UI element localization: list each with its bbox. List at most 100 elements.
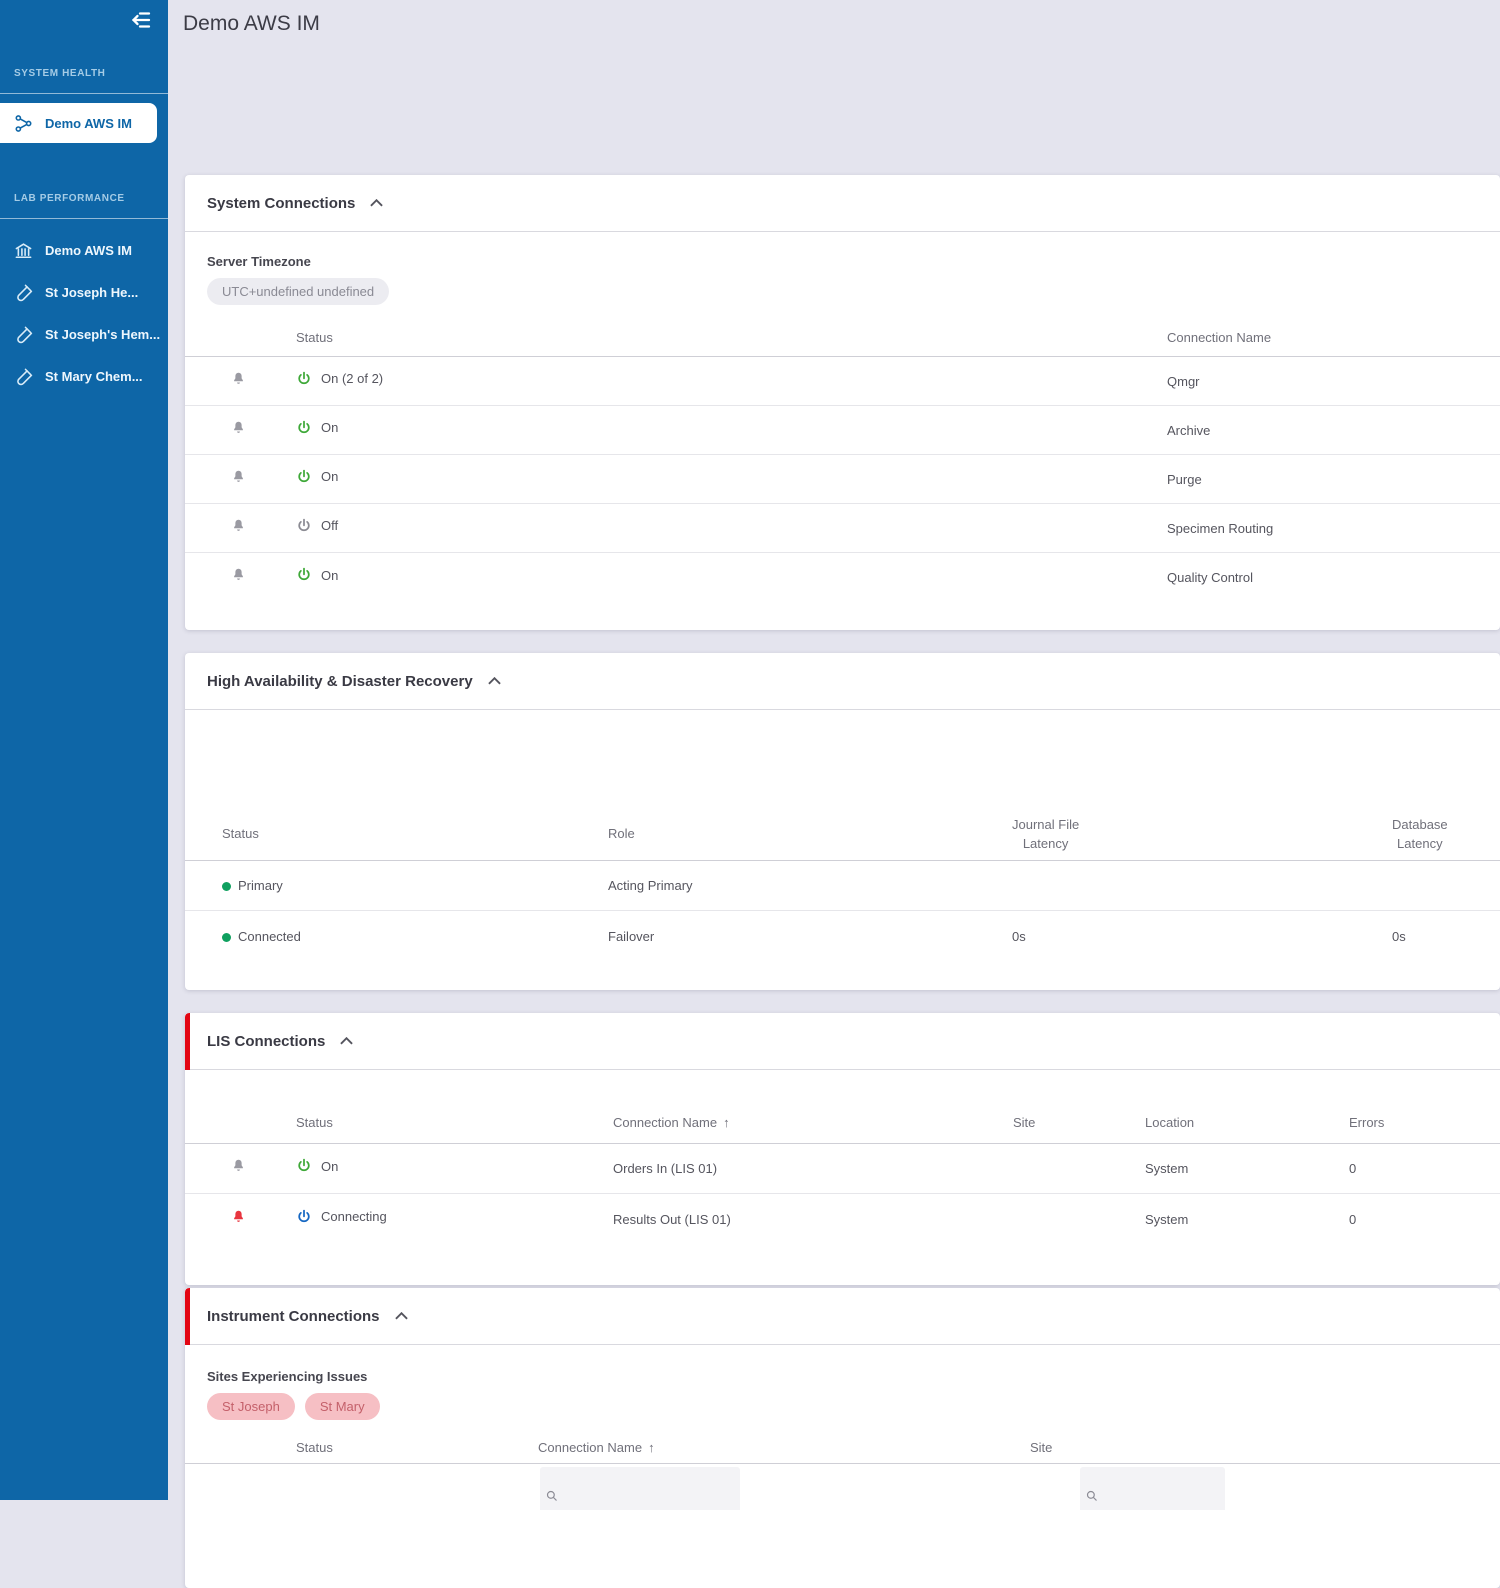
search-icon (1086, 1489, 1098, 1501)
table-row: On Quality Control (185, 553, 1500, 602)
power-off-icon (296, 518, 312, 534)
lis-connections-panel: LIS Connections Status Connection Name ↑ … (185, 1013, 1500, 1285)
table-row: On (2 of 2) Qmgr (185, 357, 1500, 406)
bell-icon[interactable] (231, 567, 246, 583)
power-on-icon (296, 567, 312, 583)
chevron-up-icon[interactable] (340, 1037, 354, 1045)
ha-dr-panel: High Availability & Disaster Recovery St… (185, 653, 1500, 990)
panel-title: High Availability & Disaster Recovery (207, 672, 473, 690)
sidebar-item-demo-aws-im-active[interactable]: Demo AWS IM (0, 103, 157, 143)
ha-role: Failover (608, 928, 655, 944)
table-row: Primary Acting Primary (185, 861, 1500, 911)
bell-icon[interactable] (231, 1158, 246, 1174)
server-timezone-chip: UTC+undefined undefined (207, 278, 390, 305)
status-dot-green (222, 932, 231, 942)
status-text: On (321, 1158, 339, 1174)
sidebar-item-label: St Mary Chem... (45, 368, 143, 384)
sidebar-item-label: St Joseph's Hem... (45, 326, 161, 342)
sidebar: SYSTEM HEALTH Demo AWS IM LAB PERFORMANC… (0, 0, 168, 1500)
database-latency: 0s (1392, 928, 1406, 944)
site-issue-badge: St Joseph (207, 1393, 295, 1420)
power-on-icon (296, 420, 312, 436)
sort-ascending-icon[interactable]: ↑ (723, 1115, 730, 1130)
column-header-journal-file-latency: Journal File Latency (1012, 816, 1080, 851)
site-issue-badge: St Mary (304, 1393, 380, 1420)
search-icon (546, 1489, 558, 1501)
column-header-connection-name: Connection Name (1167, 330, 1272, 345)
connection-name: Orders In (LIS 01) (613, 1161, 718, 1176)
column-header-status: Status (222, 826, 259, 841)
chevron-up-icon[interactable] (370, 199, 384, 207)
status-text: Off (321, 518, 339, 533)
bell-icon[interactable] (231, 469, 246, 485)
column-header-role: Role (608, 826, 635, 841)
column-header-status: Status (296, 1440, 333, 1455)
table-row: On Archive (185, 406, 1500, 455)
location: System (1145, 1161, 1189, 1176)
table-row: Connecting Results Out (LIS 01) System 0 (185, 1194, 1500, 1244)
journal-latency: 0s (1012, 928, 1026, 944)
column-header-connection-name[interactable]: Connection Name ↑ (538, 1440, 655, 1455)
column-header-connection-name[interactable]: Connection Name ↑ (613, 1115, 730, 1130)
ha-status: Connected (238, 928, 301, 944)
bell-icon[interactable] (231, 518, 246, 534)
connection-name: Purge (1167, 471, 1202, 487)
alert-bell-icon[interactable] (231, 1209, 246, 1225)
chevron-up-icon[interactable] (394, 1312, 408, 1320)
sidebar-item-label: Demo AWS IM (45, 115, 132, 131)
sidebar-item-st-joseph-he[interactable]: St Joseph He... (0, 271, 168, 313)
main-content: Demo AWS IM System Connections Server Ti… (168, 0, 1500, 1588)
bell-icon[interactable] (231, 420, 246, 436)
errors: 0 (1349, 1161, 1357, 1176)
sidebar-item-st-mary-chem[interactable]: St Mary Chem... (0, 355, 168, 397)
section-label-system-health: SYSTEM HEALTH (14, 68, 106, 79)
column-header-status: Status (296, 1115, 333, 1130)
status-text: On (321, 420, 339, 435)
connection-name-filter-input[interactable] (540, 1467, 740, 1510)
site-filter-input[interactable] (1080, 1467, 1225, 1510)
sidebar-collapse-icon[interactable] (128, 7, 154, 33)
system-connections-panel: System Connections Server Timezone UTC+u… (185, 175, 1500, 630)
sidebar-item-st-josephs-hem[interactable]: St Joseph's Hem... (0, 313, 168, 355)
status-text: On (321, 567, 339, 583)
status-dot-green (222, 882, 231, 891)
column-header-status: Status (296, 330, 333, 345)
connection-name: Specimen Routing (1167, 520, 1274, 536)
status-text: Connecting (321, 1209, 387, 1224)
sidebar-item-demo-aws-im-lab[interactable]: Demo AWS IM (0, 229, 168, 271)
status-text: On (321, 469, 339, 484)
power-on-icon (296, 371, 312, 387)
sort-ascending-icon[interactable]: ↑ (648, 1440, 655, 1455)
connection-name: Quality Control (1167, 570, 1253, 585)
table-row: Off Specimen Routing (185, 504, 1500, 553)
location: System (1145, 1211, 1189, 1227)
panel-title: LIS Connections (207, 1032, 326, 1050)
errors: 0 (1349, 1211, 1357, 1227)
panel-title: Instrument Connections (207, 1307, 380, 1325)
sidebar-item-label: Demo AWS IM (45, 242, 132, 258)
chevron-up-icon[interactable] (487, 677, 501, 685)
ha-role: Acting Primary (608, 878, 693, 893)
column-header-location: Location (1145, 1115, 1195, 1130)
power-on-icon (296, 1158, 312, 1174)
network-icon (14, 114, 33, 133)
connection-name: Qmgr (1167, 373, 1200, 389)
column-header-errors: Errors (1349, 1115, 1385, 1130)
connection-name: Archive (1167, 422, 1211, 438)
section-label-lab-performance: LAB PERFORMANCE (14, 193, 125, 204)
panel-title: System Connections (207, 194, 356, 212)
connection-name: Results Out (LIS 01) (613, 1211, 731, 1227)
table-row: On Purge (185, 455, 1500, 504)
sidebar-divider (0, 218, 168, 219)
ha-status: Primary (238, 878, 283, 893)
bell-icon[interactable] (231, 371, 246, 387)
table-row: On Orders In (LIS 01) System 0 (185, 1144, 1500, 1194)
sidebar-divider (0, 93, 168, 94)
instrument-connections-panel: Instrument Connections Sites Experiencin… (185, 1288, 1500, 1588)
column-header-site: Site (1013, 1115, 1036, 1130)
table-row: Connected Failover 0s 0s (185, 911, 1500, 961)
status-text: On (2 of 2) (321, 371, 384, 386)
testtube-icon (14, 325, 33, 344)
column-header-site: Site (1030, 1440, 1053, 1455)
power-connecting-icon (296, 1209, 312, 1225)
